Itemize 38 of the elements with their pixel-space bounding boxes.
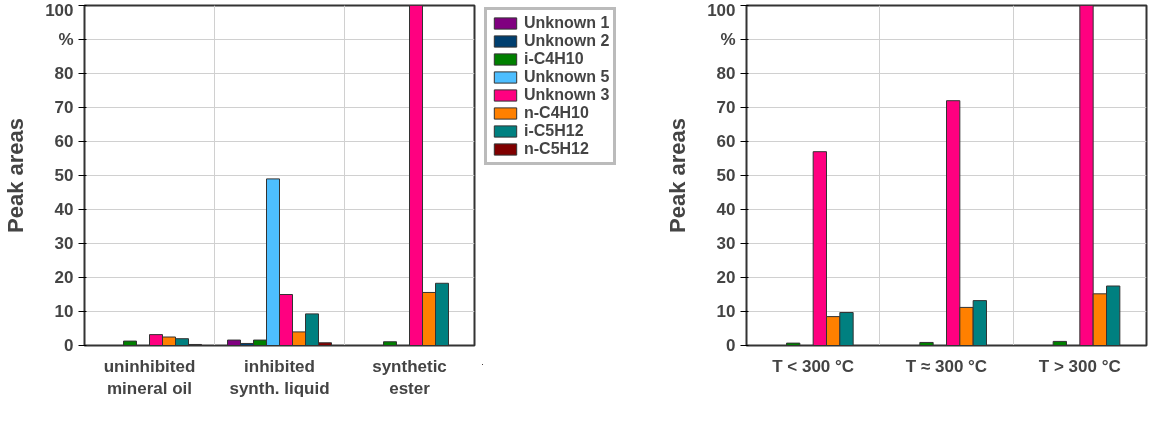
x-tick-label: inhibited synth. liquid	[229, 356, 330, 399]
y-tick-label: 20	[716, 268, 736, 287]
y-tick-label: 70	[716, 98, 736, 117]
legend-label: Unknown 2	[524, 32, 610, 50]
x-tick-label: T < 300 °C	[772, 356, 855, 376]
y-tick-label: 60	[54, 132, 74, 151]
y-tick-label: 10	[54, 302, 74, 321]
y-tick-label: 60	[716, 132, 736, 151]
y-tick-label: 70	[54, 98, 74, 117]
x-tick-label: uninhibited mineral oil	[103, 356, 196, 399]
legend-label: Unknown 3	[524, 86, 610, 104]
y-tick-label: 100	[707, 0, 736, 20]
y-axis-title: Peak areas	[665, 118, 691, 233]
legend-label: Unknown 5	[524, 68, 610, 86]
x-tick-label: T ≈ 300 °C	[905, 356, 988, 376]
legend-label: Unknown 1	[524, 14, 610, 32]
y-tick-label: 0	[726, 336, 736, 355]
legend-label: n-C5H12	[524, 140, 589, 158]
y-tick-label: 100	[45, 0, 74, 20]
y-tick-label: 30	[54, 234, 74, 253]
legend-label: i-C5H12	[524, 122, 584, 140]
y-tick-label: 40	[54, 200, 74, 219]
y-tick-label: 20	[54, 268, 74, 287]
legend-label: n-C4H10	[524, 104, 589, 122]
y-tick-label: %	[58, 30, 74, 49]
y-tick-label: 80	[716, 64, 736, 83]
y-tick-label: 10	[716, 302, 736, 321]
y-tick-label: 50	[54, 166, 74, 185]
y-tick-label: %	[720, 30, 736, 49]
y-tick-label: 80	[54, 64, 74, 83]
y-tick-label: 0	[64, 336, 74, 355]
y-tick-label: 40	[716, 200, 736, 219]
x-tick-label: synthetic ester	[372, 356, 447, 399]
y-axis-title: Peak areas	[3, 118, 29, 233]
legend-label: i-C4H10	[524, 50, 584, 68]
x-tick-label: T > 300 °C	[1038, 356, 1121, 376]
y-tick-label: 30	[716, 234, 736, 253]
y-tick-label: 50	[716, 166, 736, 185]
